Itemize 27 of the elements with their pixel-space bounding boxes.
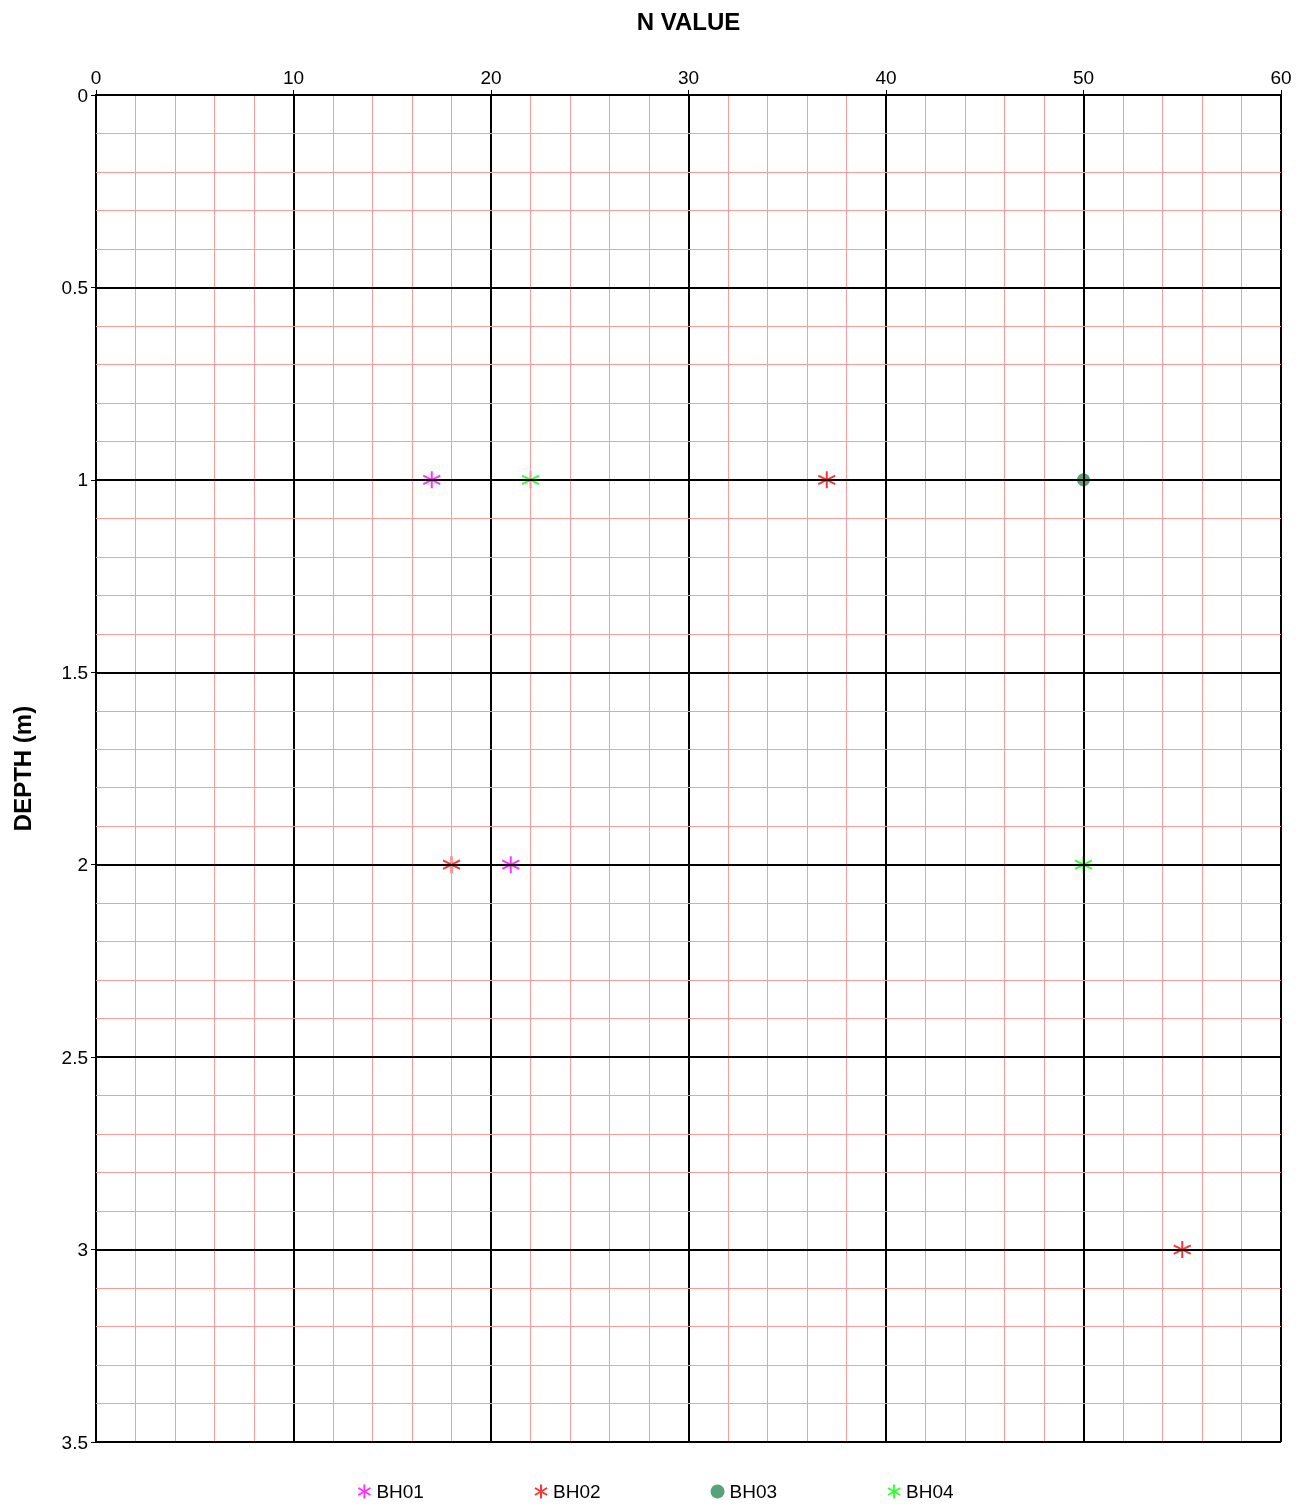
x-tick-label: 0 (90, 67, 102, 88)
point (442, 855, 461, 875)
y-tick-label: 3.5 (61, 1431, 88, 1453)
x-tick-label: 10 (282, 67, 305, 88)
point (422, 470, 442, 490)
point (817, 470, 837, 490)
y-tick-label: 3 (77, 1239, 88, 1261)
y-tick-label: 1.5 (61, 661, 88, 683)
y-tick-label: 2 (77, 854, 88, 876)
x-tick-label: 20 (480, 67, 502, 88)
legend-label: BH02 (553, 1481, 601, 1502)
y-axis-title: DEPTH (m) (8, 705, 36, 832)
point (1172, 1240, 1192, 1260)
x-tick-label: 40 (875, 67, 897, 88)
point (501, 855, 521, 875)
point (521, 470, 540, 490)
x-tick-label: 30 (677, 67, 700, 88)
x-tick-label: 50 (1072, 67, 1095, 88)
y-tick-label: 0 (77, 84, 88, 106)
legend-label: BH01 (376, 1481, 424, 1502)
y-tick-label: 0.5 (61, 276, 88, 298)
legend-label: BH03 (729, 1481, 778, 1502)
y-tick-label: 2.5 (61, 1046, 88, 1068)
x-axis-title: N VALUE (636, 7, 741, 35)
legend-label: BH04 (906, 1481, 955, 1502)
y-tick-label: 1 (77, 469, 88, 491)
x-tick-label: 60 (1270, 67, 1292, 88)
